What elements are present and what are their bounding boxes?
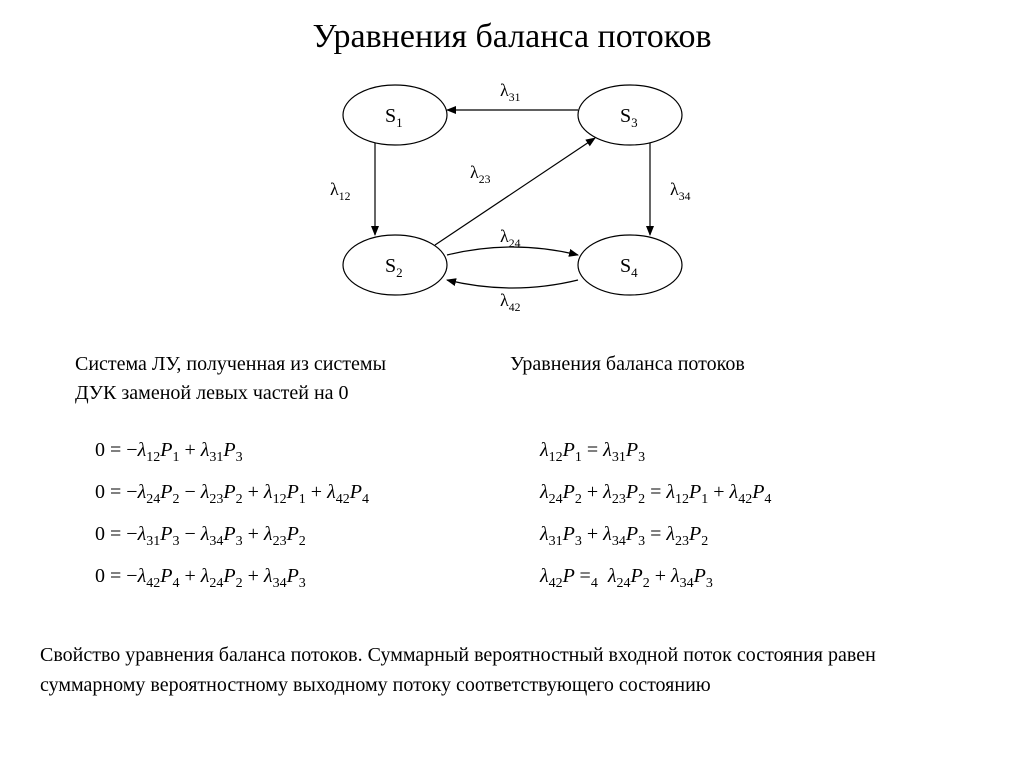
equations-right: λ12P1 = λ31P3λ24P2 + λ23P2 = λ12P1 + λ42… [540, 430, 771, 598]
edge-label-42: λ42 [500, 290, 521, 314]
left-caption-line1: Система ЛУ, полученная из системы [75, 350, 445, 379]
page-title: Уравнения баланса потоков [0, 18, 1024, 56]
edge-S2-S3 [435, 138, 595, 245]
state-diagram: S1S3S2S4 λ31λ12λ23λ34λ24λ42 [310, 70, 750, 315]
eq-left-2: 0 = −λ24P2 − λ23P2 + λ12P1 + λ42P4 [95, 472, 369, 514]
edge-label-34: λ34 [670, 179, 691, 203]
edge-label-24: λ24 [500, 226, 521, 250]
left-caption: Система ЛУ, полученная из системы ДУК за… [75, 350, 445, 408]
edge-label-12: λ12 [330, 179, 351, 203]
edge-S4-S2 [447, 280, 578, 288]
footer-text: Свойство уравнения баланса потоков. Сумм… [40, 640, 970, 700]
edge-label-31: λ31 [500, 80, 521, 104]
eq-right-1: λ12P1 = λ31P3 [540, 430, 771, 472]
right-caption: Уравнения баланса потоков [510, 350, 930, 379]
eq-left-1: 0 = −λ12P1 + λ31P3 [95, 430, 369, 472]
eq-right-4: λ42P =4 λ24P2 + λ34P3 [540, 556, 771, 598]
eq-left-4: 0 = −λ42P4 + λ24P2 + λ34P3 [95, 556, 369, 598]
eq-left-3: 0 = −λ31P3 − λ34P3 + λ23P2 [95, 514, 369, 556]
left-caption-line2: ДУК заменой левых частей на 0 [75, 379, 445, 408]
edge-label-23: λ23 [470, 162, 491, 186]
eq-right-3: λ31P3 + λ34P3 = λ23P2 [540, 514, 771, 556]
eq-right-2: λ24P2 + λ23P2 = λ12P1 + λ42P4 [540, 472, 771, 514]
equations-left: 0 = −λ12P1 + λ31P30 = −λ24P2 − λ23P2 + λ… [95, 430, 369, 598]
